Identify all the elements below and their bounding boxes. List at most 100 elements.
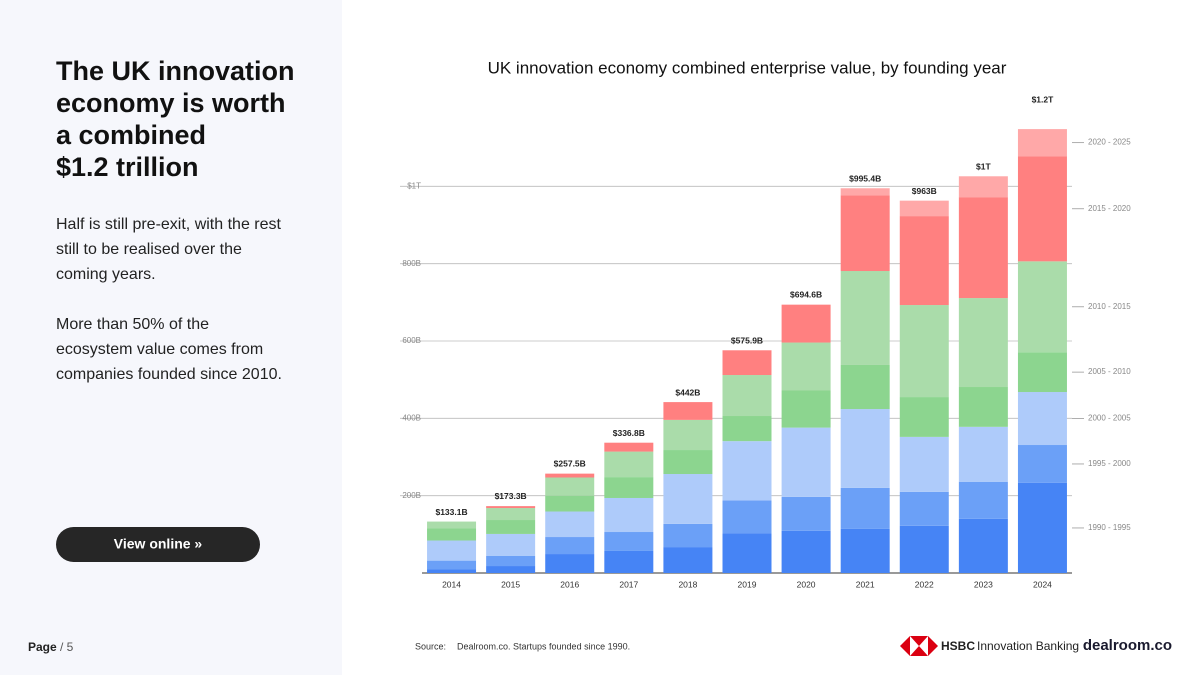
- bar-segment: [840, 271, 890, 365]
- total-label: $442B: [675, 387, 700, 397]
- bar-segment: [427, 521, 477, 529]
- legend-label: 2005 - 2010: [1088, 367, 1131, 376]
- bar-segment: [722, 441, 772, 501]
- bar-segment: [663, 402, 713, 420]
- bar-segment: [1017, 392, 1067, 446]
- plot: 200B 400B 600B 800B $1T $133.1B 2014 $173.3B 201…: [400, 94, 1131, 589]
- total-label: $963B: [912, 186, 937, 196]
- bar-segment: [840, 364, 890, 410]
- bar-segment: [781, 304, 831, 343]
- source: Dealroom.co. Startups founded since 1990…: [457, 641, 630, 651]
- bar-segment: [899, 491, 949, 526]
- total-label: $336.8B: [613, 428, 645, 438]
- bar-segment: [1017, 445, 1067, 483]
- logo-shape: [910, 646, 928, 656]
- bar-segment: [958, 298, 1008, 388]
- bar-segment: [722, 533, 772, 573]
- hsbc-logo: [900, 636, 938, 656]
- bar-segment: [899, 397, 949, 437]
- bar-segment: [427, 540, 477, 561]
- bar-segment: [1017, 482, 1067, 573]
- bar-segment: [545, 495, 595, 512]
- x-tick-label: 2015: [501, 579, 520, 589]
- total-label: $133.1B: [435, 507, 467, 517]
- page-total: / 5: [60, 640, 74, 654]
- bar-segment: [722, 350, 772, 376]
- x-tick-label: 2020: [797, 579, 816, 589]
- bar-segment: [840, 487, 890, 529]
- bar-segment: [663, 523, 713, 548]
- bar-segment: [781, 496, 831, 531]
- bar-segment: [486, 506, 536, 509]
- bar-segment: [486, 566, 536, 573]
- x-tick-label: 2024: [1033, 579, 1052, 589]
- side-panel: [0, 0, 342, 675]
- bar-segment: [663, 450, 713, 475]
- bar-segment: [958, 481, 1008, 519]
- bar-segment: [545, 473, 595, 478]
- x-tick-label: 2016: [560, 579, 579, 589]
- bar-segment: [899, 525, 949, 573]
- bar-segment: [427, 528, 477, 541]
- bar-segment: [545, 477, 595, 496]
- bar-segment: [899, 200, 949, 217]
- bar-segment: [899, 305, 949, 398]
- bar-segment: [958, 426, 1008, 482]
- bar-segment: [486, 520, 536, 534]
- bar-segment: [545, 554, 595, 573]
- bar-segment: [663, 547, 713, 573]
- bar-segment: [1017, 129, 1067, 157]
- bar-segment: [781, 390, 831, 428]
- headline: $1.2 trillion: [56, 152, 199, 182]
- bar-segment: [1017, 261, 1067, 353]
- x-tick-label: 2014: [442, 579, 461, 589]
- y-tick-label: 600B: [402, 336, 421, 345]
- logo-shape: [900, 636, 910, 656]
- body-text: Half is still pre-exit, with the rest: [56, 216, 282, 233]
- bar-segment: [958, 518, 1008, 573]
- button-label[interactable]: View online »: [114, 536, 203, 552]
- bar-segment: [781, 342, 831, 391]
- bar-segment: [899, 216, 949, 306]
- bar-segment: [1017, 352, 1067, 393]
- total-label: $694.6B: [790, 290, 822, 300]
- bar-segment: [840, 528, 890, 573]
- legend-label: 2020 - 2025: [1088, 138, 1131, 147]
- x-tick-label: 2018: [678, 579, 697, 589]
- bar-segment: [781, 427, 831, 497]
- bar-segment: [663, 474, 713, 524]
- y-tick-label: $1T: [407, 181, 421, 190]
- bar-segment: [604, 477, 654, 498]
- total-label: $257.5B: [554, 459, 586, 469]
- x-tick-label: 2019: [738, 579, 757, 589]
- legend-label: 1990 - 1995: [1088, 523, 1131, 532]
- page-label: Page: [28, 640, 57, 654]
- total-label: $1.2T: [1032, 94, 1055, 104]
- bar-segment: [840, 188, 890, 196]
- hsbc-text: HSBC: [941, 639, 975, 653]
- bar-segment: [663, 419, 713, 451]
- x-tick-label: 2021: [856, 579, 875, 589]
- body-text: ecosystem value comes from: [56, 341, 263, 358]
- y-tick-label: 400B: [402, 413, 421, 422]
- x-tick-label: 2022: [915, 579, 934, 589]
- legend-label: 2000 - 2005: [1088, 414, 1131, 423]
- bar-segment: [722, 500, 772, 534]
- y-tick-label: 200B: [402, 491, 421, 500]
- bar-segment: [545, 511, 595, 538]
- bar-segment: [1017, 156, 1067, 262]
- headline: a combined: [56, 120, 206, 150]
- view-online-button[interactable]: [56, 527, 260, 562]
- total-label: $575.9B: [731, 336, 763, 346]
- dealroom-logo: dealroom.co: [1083, 637, 1172, 654]
- bar-segment: [604, 497, 654, 533]
- logo-shape: [928, 636, 938, 656]
- body-text: companies founded since 2010.: [56, 366, 282, 383]
- legend-label: 2015 - 2020: [1088, 204, 1131, 213]
- x-tick-label: 2017: [619, 579, 638, 589]
- chart-title: UK innovation economy combined enterpris…: [488, 58, 1007, 77]
- y-tick-label: 800B: [402, 259, 421, 268]
- bar-segment: [604, 451, 654, 478]
- bar-segment: [958, 197, 1008, 299]
